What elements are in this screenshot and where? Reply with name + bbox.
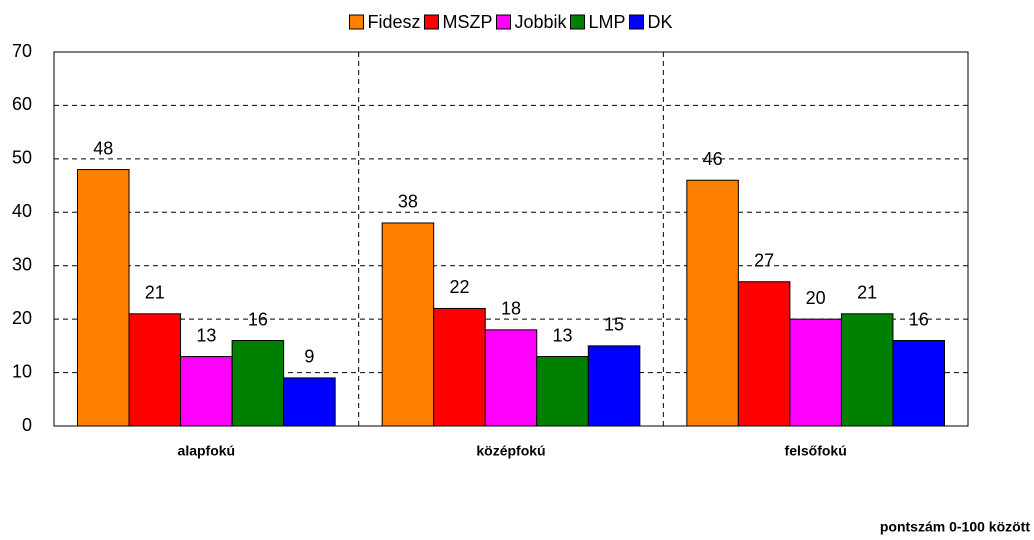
legend-label: DK bbox=[648, 12, 673, 32]
y-tick-label: 10 bbox=[12, 361, 32, 381]
data-label: 38 bbox=[398, 192, 418, 212]
x-tick-label: alapfokú bbox=[178, 443, 236, 459]
data-label: 21 bbox=[857, 283, 877, 303]
legend-label: Fidesz bbox=[367, 12, 420, 32]
bar bbox=[892, 340, 946, 427]
data-label: 18 bbox=[501, 299, 521, 319]
data-label: 27 bbox=[754, 250, 774, 270]
data-label: 16 bbox=[909, 309, 929, 329]
bar bbox=[128, 313, 182, 427]
data-label: 9 bbox=[304, 347, 314, 367]
data-label: 16 bbox=[248, 309, 268, 329]
data-label: 22 bbox=[449, 277, 469, 297]
legend-label: LMP bbox=[589, 12, 626, 32]
data-label: 46 bbox=[703, 149, 723, 169]
y-tick-label: 30 bbox=[12, 254, 32, 274]
bar bbox=[587, 345, 641, 427]
data-label: 15 bbox=[604, 315, 624, 335]
data-label: 13 bbox=[196, 325, 216, 345]
bar bbox=[283, 377, 336, 427]
bar bbox=[737, 281, 791, 427]
bar bbox=[77, 169, 130, 427]
data-label: 13 bbox=[553, 325, 573, 345]
annotation: pontszám 0-100 között bbox=[880, 519, 1030, 535]
legend-swatch bbox=[495, 14, 511, 30]
legend-swatch bbox=[629, 14, 645, 30]
y-tick-label: 50 bbox=[12, 148, 32, 168]
legend-label: MSZP bbox=[442, 12, 492, 32]
legend-swatch bbox=[348, 14, 364, 30]
bar bbox=[484, 329, 538, 427]
bar bbox=[840, 313, 894, 427]
bar bbox=[180, 356, 233, 427]
y-tick-label: 20 bbox=[12, 308, 32, 328]
bar bbox=[433, 307, 486, 427]
x-tick-label: felsőfokú bbox=[785, 443, 847, 459]
y-tick-label: 70 bbox=[12, 41, 32, 61]
y-tick-label: 0 bbox=[22, 415, 32, 435]
y-tick-label: 40 bbox=[12, 201, 32, 221]
data-label: 20 bbox=[806, 288, 826, 308]
data-label: 21 bbox=[145, 283, 165, 303]
legend-label: Jobbik bbox=[514, 12, 567, 32]
y-tick-label: 60 bbox=[12, 94, 32, 114]
legend-swatch bbox=[570, 14, 586, 30]
bar bbox=[381, 222, 435, 427]
bar bbox=[686, 179, 739, 427]
bar bbox=[536, 356, 589, 427]
bar bbox=[789, 318, 842, 427]
x-tick-label: középfokú bbox=[476, 443, 545, 459]
data-label: 48 bbox=[93, 138, 113, 158]
legend-swatch bbox=[423, 14, 439, 30]
bar bbox=[231, 340, 285, 427]
